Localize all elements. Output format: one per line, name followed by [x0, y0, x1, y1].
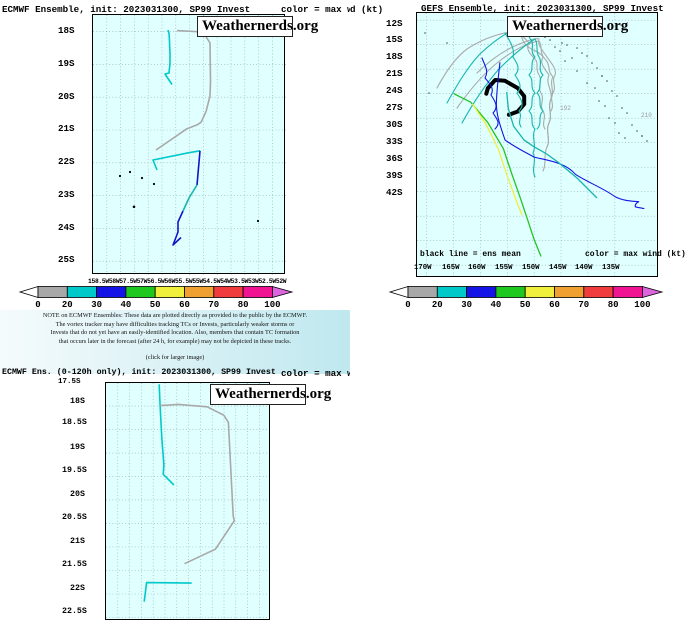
svg-text:40: 40: [490, 300, 501, 310]
svg-text:20: 20: [432, 300, 443, 310]
svg-text:0: 0: [35, 300, 40, 310]
svg-text:192: 192: [560, 105, 571, 112]
svg-text:70: 70: [578, 300, 589, 310]
svg-text:30: 30: [91, 300, 102, 310]
svg-text:60: 60: [549, 300, 560, 310]
svg-text:20: 20: [62, 300, 73, 310]
svg-text:50: 50: [150, 300, 161, 310]
svg-text:60: 60: [179, 300, 190, 310]
svg-text:50: 50: [520, 300, 531, 310]
svg-text:100: 100: [634, 300, 650, 310]
svg-text:30: 30: [461, 300, 472, 310]
svg-text:0: 0: [405, 300, 410, 310]
svg-text:80: 80: [608, 300, 619, 310]
svg-text:100: 100: [264, 300, 280, 310]
svg-text:40: 40: [120, 300, 131, 310]
svg-text:80: 80: [238, 300, 249, 310]
svg-text:210: 210: [641, 112, 652, 119]
svg-text:70: 70: [208, 300, 219, 310]
